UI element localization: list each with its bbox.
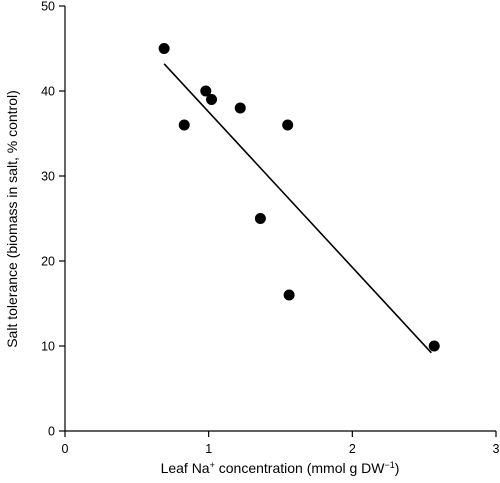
x-tick-label: 2 bbox=[349, 442, 356, 456]
data-point bbox=[158, 43, 170, 54]
data-point bbox=[234, 102, 246, 114]
x-tick-label: 1 bbox=[205, 442, 212, 456]
y-axis-title: Salt tolerance (biomass in salt, % contr… bbox=[4, 90, 20, 348]
data-point bbox=[254, 213, 266, 224]
x-axis-title: Leaf Na+ concentration (mmol g DW−1) bbox=[161, 460, 400, 476]
x-axis-ticks: 0 1 2 3 bbox=[62, 431, 500, 456]
x-tick-label: 3 bbox=[493, 442, 500, 456]
y-tick-label: 30 bbox=[41, 170, 55, 184]
y-tick-label: 20 bbox=[41, 255, 55, 269]
data-point bbox=[428, 340, 440, 352]
x-tick-label: 0 bbox=[62, 442, 69, 456]
y-tick-label: 50 bbox=[41, 0, 55, 14]
data-point bbox=[178, 119, 190, 131]
data-point bbox=[206, 94, 218, 105]
data-points bbox=[158, 43, 440, 352]
y-axis-ticks: 0 10 20 30 40 50 bbox=[41, 0, 65, 439]
y-tick-label: 0 bbox=[48, 425, 55, 439]
data-point bbox=[282, 119, 294, 131]
regression-line bbox=[163, 63, 432, 354]
data-point bbox=[283, 289, 295, 301]
y-tick-label: 10 bbox=[41, 340, 55, 354]
y-tick-label: 40 bbox=[41, 85, 55, 99]
data-point bbox=[200, 85, 212, 97]
